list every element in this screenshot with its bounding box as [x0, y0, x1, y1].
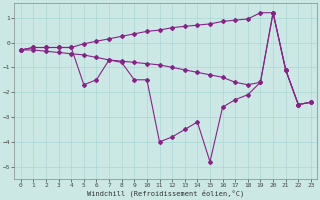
X-axis label: Windchill (Refroidissement éolien,°C): Windchill (Refroidissement éolien,°C)	[87, 190, 244, 197]
